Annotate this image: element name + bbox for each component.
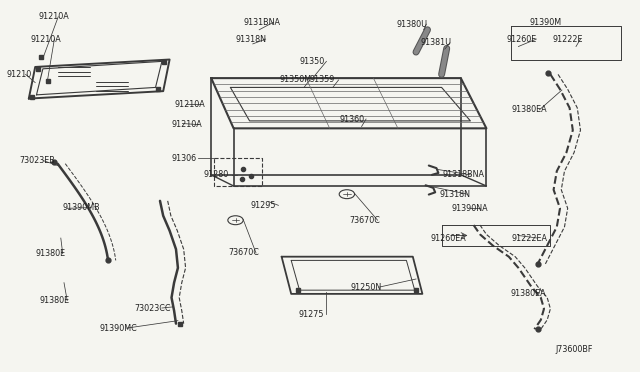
Text: 91210A: 91210A (38, 12, 69, 21)
Text: 91210A: 91210A (172, 120, 202, 129)
Text: 91306: 91306 (172, 154, 196, 163)
Text: J73600BF: J73600BF (556, 345, 593, 354)
Text: 91390MC: 91390MC (99, 324, 137, 333)
Text: 91318N: 91318N (236, 35, 266, 44)
Text: 91260EA: 91260EA (430, 234, 466, 243)
Text: 91360: 91360 (339, 115, 364, 124)
Text: 91295: 91295 (251, 201, 276, 210)
Text: 91390MB: 91390MB (63, 203, 100, 212)
Text: 91380E: 91380E (40, 296, 70, 305)
Text: 73023EB: 73023EB (19, 156, 55, 165)
Text: 91260E: 91260E (507, 35, 537, 44)
Text: 91390NA: 91390NA (451, 204, 488, 213)
Text: 91359: 91359 (310, 76, 335, 84)
Text: 91350M: 91350M (280, 76, 312, 84)
Text: 91210: 91210 (6, 70, 31, 79)
Text: 91210A: 91210A (30, 35, 61, 44)
Text: 73023CC: 73023CC (134, 304, 171, 312)
Text: 91318BNA: 91318BNA (443, 170, 485, 179)
Text: 9131BNA: 9131BNA (243, 18, 280, 27)
Text: 73670C: 73670C (228, 248, 259, 257)
Text: 91222E: 91222E (553, 35, 584, 44)
Text: 91275: 91275 (298, 310, 324, 319)
Text: 91210A: 91210A (174, 100, 205, 109)
Text: 91390M: 91390M (530, 18, 562, 27)
Text: 91380EA: 91380EA (512, 105, 548, 114)
Text: 91380U: 91380U (397, 20, 428, 29)
Text: 91350: 91350 (300, 57, 324, 66)
Text: 91280: 91280 (204, 170, 228, 179)
Text: 91250N: 91250N (351, 283, 382, 292)
Text: 73670C: 73670C (349, 216, 380, 225)
Text: 91222EA: 91222EA (512, 234, 548, 243)
Text: 91380E: 91380E (35, 249, 65, 258)
Text: 91381U: 91381U (420, 38, 452, 47)
Text: 91318N: 91318N (439, 190, 470, 199)
Text: 91380EA: 91380EA (511, 289, 547, 298)
